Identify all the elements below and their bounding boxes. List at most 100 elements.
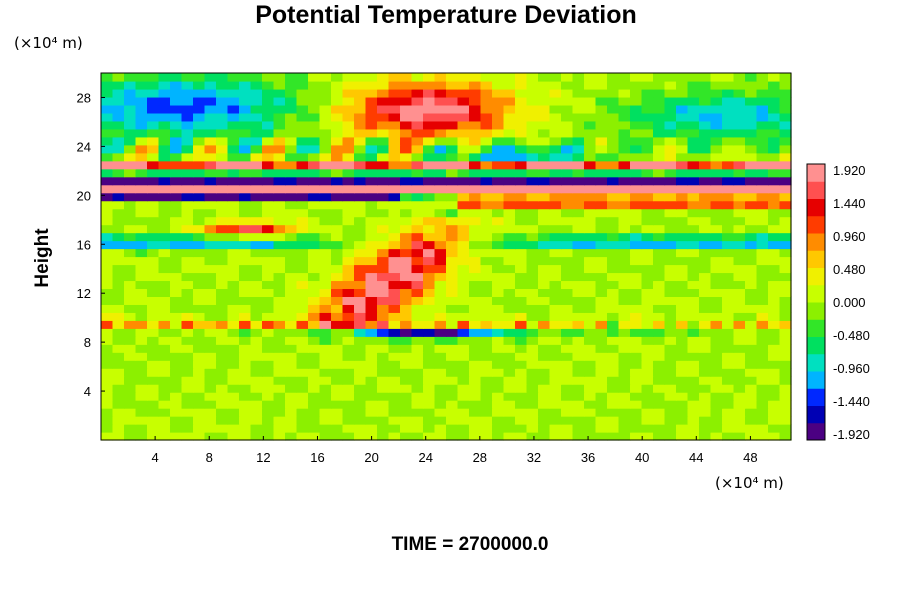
- field-cell: [227, 320, 240, 329]
- field-cell: [526, 248, 539, 258]
- field-cell: [423, 73, 436, 82]
- field-cell: [354, 392, 367, 401]
- field-cell: [319, 192, 332, 202]
- field-cell: [710, 368, 723, 377]
- field-cell: [319, 304, 332, 313]
- field-cell: [411, 280, 424, 290]
- field-cell: [158, 384, 171, 393]
- field-cell: [641, 352, 654, 361]
- field-cell: [745, 336, 758, 345]
- field-cell: [561, 104, 574, 114]
- field-cell: [354, 312, 367, 321]
- field-cell: [722, 232, 735, 242]
- field-cell: [193, 368, 206, 377]
- field-cell: [480, 384, 493, 393]
- field-cell: [227, 88, 240, 98]
- field-cell: [733, 336, 746, 345]
- field-cell: [354, 400, 367, 409]
- field-cell: [400, 280, 413, 290]
- field-cell: [342, 112, 355, 122]
- field-cell: [296, 416, 309, 425]
- field-cell: [262, 408, 275, 417]
- field-cell: [676, 88, 689, 98]
- field-cell: [285, 280, 298, 290]
- field-cell: [515, 176, 528, 186]
- field-cell: [147, 368, 160, 377]
- field-cell: [411, 208, 424, 218]
- field-cell: [354, 384, 367, 393]
- field-cell: [595, 328, 608, 337]
- field-cell: [296, 176, 309, 186]
- field-cell: [687, 112, 700, 122]
- x-tick-label: 8: [206, 450, 213, 465]
- field-cell: [365, 104, 378, 114]
- field-cell: [572, 280, 585, 290]
- field-cell: [676, 328, 689, 337]
- field-cell: [469, 112, 482, 122]
- field-cell: [319, 368, 332, 377]
- field-cell: [607, 400, 620, 409]
- field-cell: [354, 176, 367, 186]
- field-cell: [273, 280, 286, 290]
- field-cell: [584, 88, 597, 98]
- field-cell: [549, 136, 562, 146]
- field-cell: [538, 352, 551, 361]
- field-cell: [618, 424, 631, 433]
- field-cell: [101, 112, 114, 122]
- field-cell: [204, 120, 217, 130]
- field-cell: [515, 112, 528, 122]
- field-cell: [480, 312, 493, 321]
- field-cell: [492, 216, 505, 226]
- field-cell: [469, 272, 482, 282]
- field-cell: [296, 376, 309, 385]
- field-cell: [618, 384, 631, 393]
- field-cell: [641, 408, 654, 417]
- field-cell: [480, 184, 493, 194]
- field-cell: [733, 264, 746, 274]
- field-cell: [676, 160, 689, 170]
- field-cell: [296, 312, 309, 321]
- field-cell: [273, 328, 286, 337]
- field-cell: [112, 352, 125, 361]
- field-cell: [595, 368, 608, 377]
- field-cell: [204, 400, 217, 409]
- field-cell: [135, 208, 148, 218]
- field-cell: [745, 128, 758, 138]
- field-cell: [147, 328, 160, 337]
- field-cell: [365, 73, 378, 82]
- field-cell: [400, 144, 413, 154]
- field-cell: [273, 160, 286, 170]
- field-cell: [664, 224, 677, 234]
- field-cell: [273, 176, 286, 186]
- field-cell: [239, 432, 252, 441]
- field-cell: [745, 328, 758, 337]
- field-cell: [273, 80, 286, 90]
- field-cell: [492, 208, 505, 218]
- field-cell: [423, 176, 436, 186]
- field-cell: [515, 144, 528, 154]
- field-cell: [216, 424, 229, 433]
- field-cell: [446, 408, 459, 417]
- field-cell: [124, 120, 137, 130]
- field-cell: [411, 184, 424, 194]
- field-cell: [423, 120, 436, 130]
- field-cell: [262, 184, 275, 194]
- field-cell: [618, 320, 631, 329]
- field-cell: [664, 208, 677, 218]
- field-cell: [722, 264, 735, 274]
- field-cell: [227, 176, 240, 186]
- field-cell: [227, 192, 240, 202]
- field-cell: [572, 120, 585, 130]
- field-cell: [722, 312, 735, 321]
- field-cell: [135, 136, 148, 146]
- field-cell: [434, 392, 447, 401]
- field-cell: [204, 352, 217, 361]
- field-cell: [158, 336, 171, 345]
- field-cell: [377, 400, 390, 409]
- field-cell: [354, 168, 367, 178]
- field-cell: [331, 128, 344, 138]
- field-cell: [135, 192, 148, 202]
- field-cell: [262, 264, 275, 274]
- field-cell: [549, 184, 562, 194]
- field-cell: [768, 224, 781, 234]
